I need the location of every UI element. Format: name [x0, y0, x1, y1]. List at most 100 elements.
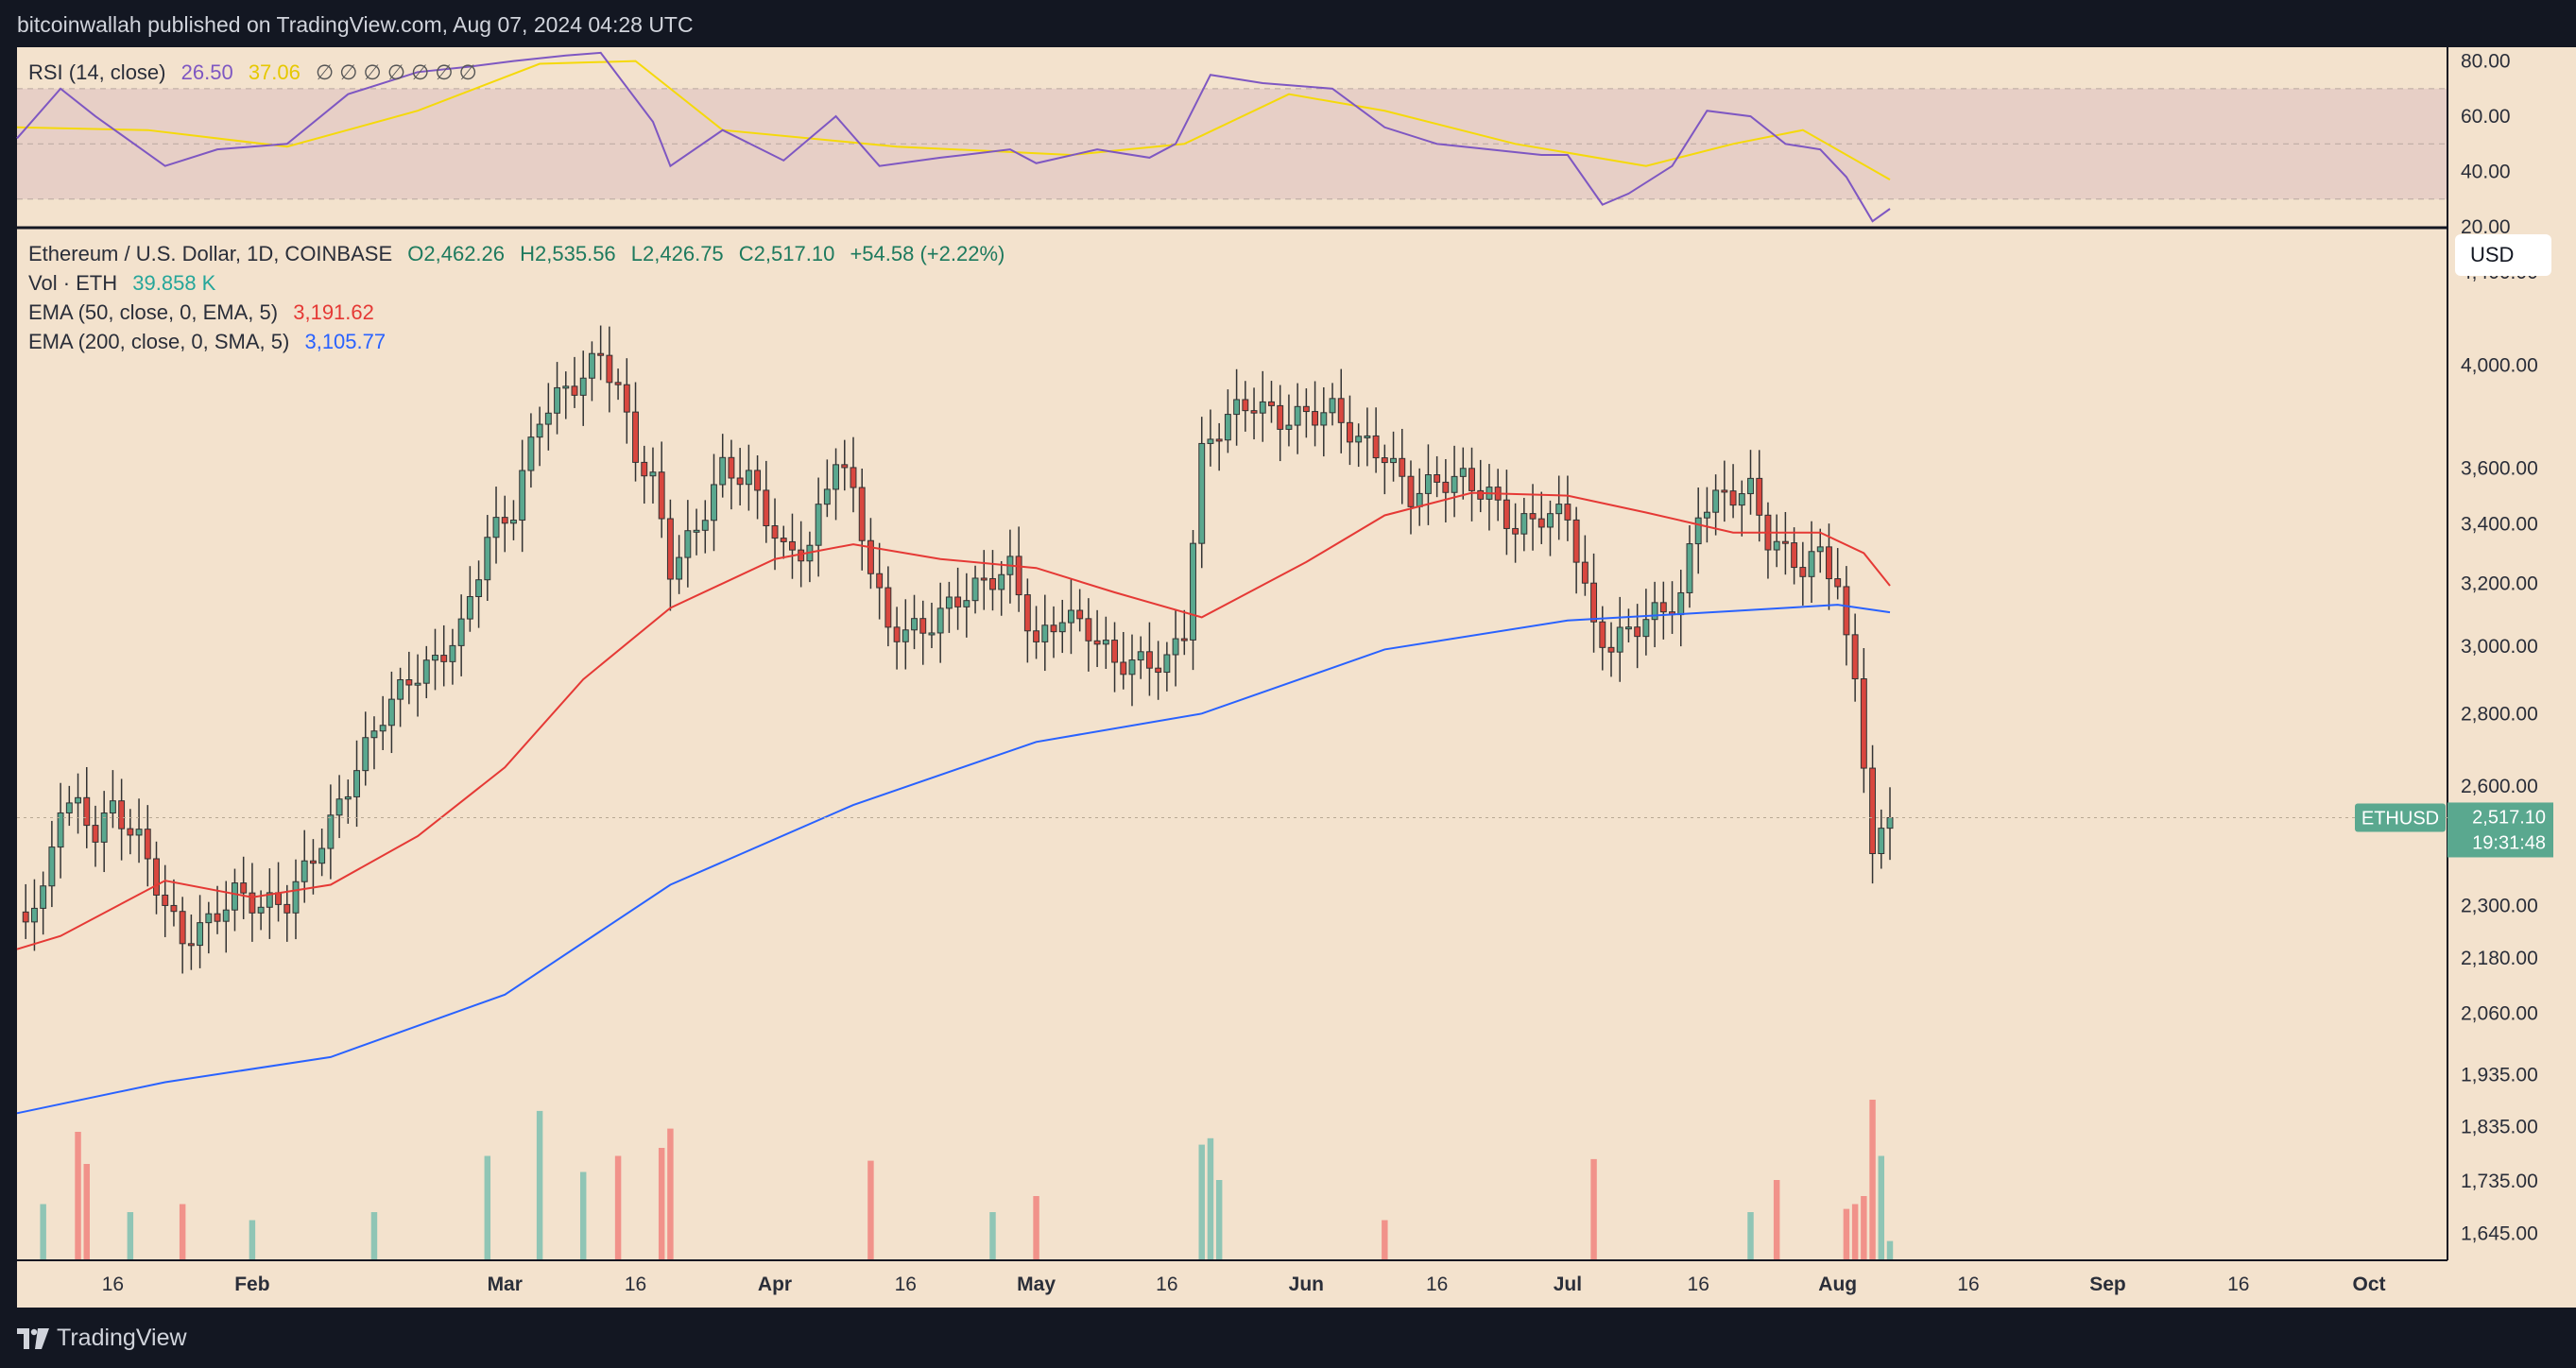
price-tick-label: 2,300.00	[2461, 896, 2538, 917]
time-tick-label: Apr	[758, 1274, 792, 1295]
candle-body	[222, 909, 230, 922]
candle-body	[1468, 468, 1475, 491]
rsi-value: 26.50	[180, 60, 233, 84]
candle-body	[1816, 546, 1824, 553]
candle-body	[118, 800, 126, 829]
candle-body	[1120, 661, 1127, 675]
candle-body	[771, 525, 779, 539]
candle-body	[614, 382, 622, 385]
symbol-tag-bg	[2355, 803, 2446, 832]
tradingview-logo-icon	[17, 1327, 49, 1349]
candle-body	[370, 730, 378, 739]
currency-button[interactable]: USD	[2455, 234, 2551, 276]
candle-body	[1424, 474, 1432, 494]
candle-body	[841, 464, 849, 469]
candle-body	[850, 467, 857, 488]
candle-body	[1347, 421, 1353, 443]
candle-body	[327, 814, 335, 849]
candle-body	[75, 796, 81, 804]
ema200-label: EMA (200, close, 0, SMA, 5)	[28, 330, 290, 353]
candle-body	[1320, 412, 1328, 426]
candle-body	[1137, 651, 1144, 661]
candle-body	[100, 812, 108, 843]
candle-body	[344, 795, 352, 800]
candle-body	[1093, 640, 1101, 645]
time-tick-label: Jun	[1289, 1274, 1324, 1295]
candle-body	[309, 860, 317, 864]
candle-body	[379, 725, 386, 732]
price-tag-bg	[2447, 802, 2553, 858]
candle-body	[1878, 828, 1885, 855]
ema50-legend[interactable]: EMA (50, close, 0, EMA, 5) 3,191.62	[28, 300, 384, 325]
candle-body	[1285, 424, 1293, 430]
rsi-hidden-values: ∅ ∅ ∅ ∅ ∅ ∅ ∅	[316, 60, 477, 84]
volume-bar	[536, 1110, 543, 1260]
candle-body	[292, 881, 300, 914]
rsi-line	[16, 51, 1891, 223]
candle-body	[1416, 492, 1423, 507]
volume-bar	[614, 1155, 622, 1260]
volume-bar	[667, 1128, 674, 1260]
last-price-label: 2,517.10	[2472, 807, 2546, 828]
candle-body	[1599, 621, 1606, 648]
price-tick-label: 3,200.00	[2461, 573, 2538, 594]
candle-body	[501, 517, 508, 524]
tradingview-logo[interactable]: TradingView	[17, 1325, 187, 1352]
candle-body	[405, 679, 413, 686]
candle-body	[1459, 468, 1467, 477]
candle-body	[676, 556, 683, 580]
volume-bar	[867, 1160, 874, 1260]
chart-area[interactable]	[17, 47, 2447, 1308]
candle-body	[1537, 518, 1545, 528]
candle-body	[65, 802, 73, 813]
candle-body	[301, 860, 308, 882]
symbol-line: Ethereum / U.S. Dollar, 1D, COINBASE	[28, 242, 393, 265]
volume-legend[interactable]: Vol · ETH 39.858 K	[28, 271, 225, 296]
candle-body	[457, 618, 465, 646]
price-tick-label: 2,600.00	[2461, 776, 2538, 797]
time-tick-label: 16	[895, 1274, 917, 1295]
candle-body	[544, 412, 552, 425]
volume-bar	[1843, 1208, 1850, 1260]
candle-body	[153, 858, 160, 896]
candle-body	[632, 411, 639, 463]
vol-label: Vol · ETH	[28, 271, 118, 295]
candle-body	[893, 626, 901, 642]
candle-body	[1808, 551, 1815, 577]
candle-body	[475, 579, 483, 597]
candle-body	[1390, 457, 1397, 464]
candle-body	[249, 892, 256, 914]
candle-body	[789, 540, 796, 551]
candle-body	[257, 906, 265, 914]
candle-body	[1329, 398, 1336, 414]
candle-body	[919, 618, 927, 634]
time-tick-label: Feb	[234, 1274, 269, 1295]
candle-body	[1843, 586, 1850, 636]
candle-body	[414, 682, 421, 686]
candle-body	[823, 488, 831, 505]
price-layer	[16, 325, 1894, 1115]
candle-body	[1520, 513, 1528, 535]
candle-body	[1738, 493, 1745, 506]
ema200-legend[interactable]: EMA (200, close, 0, SMA, 5) 3,105.77	[28, 330, 395, 354]
price-axis-ticks: 4,400.004,000.003,600.003,400.003,200.00…	[2461, 262, 2538, 1244]
candle-body	[1050, 624, 1057, 633]
time-axis[interactable]: 16 Feb Mar 16 Apr 16 May 16 Jun 16 Jul 16 Aug 16 Sep 16…	[102, 1274, 2386, 1295]
ohlc-open: O2,462.26	[407, 242, 506, 265]
candle-body	[283, 903, 291, 914]
candle-body	[170, 904, 178, 913]
candle-body	[362, 737, 369, 772]
candle-body	[1869, 767, 1877, 855]
candle-body	[936, 607, 944, 634]
candle-body	[1834, 578, 1842, 588]
time-tick-label: Oct	[2353, 1274, 2386, 1295]
symbol-legend[interactable]: Ethereum / U.S. Dollar, 1D, COINBASE O2,…	[28, 242, 1014, 266]
price-tick-label: 2,800.00	[2461, 703, 2538, 725]
rsi-legend[interactable]: RSI (14, close) 26.50 37.06 ∅ ∅ ∅ ∅ ∅ ∅ …	[28, 60, 487, 85]
candle-body	[606, 354, 613, 384]
candle-body	[1407, 475, 1415, 507]
candle-body	[527, 436, 535, 471]
price-tick-label: 1,835.00	[2461, 1116, 2538, 1137]
candle-body	[144, 829, 151, 860]
